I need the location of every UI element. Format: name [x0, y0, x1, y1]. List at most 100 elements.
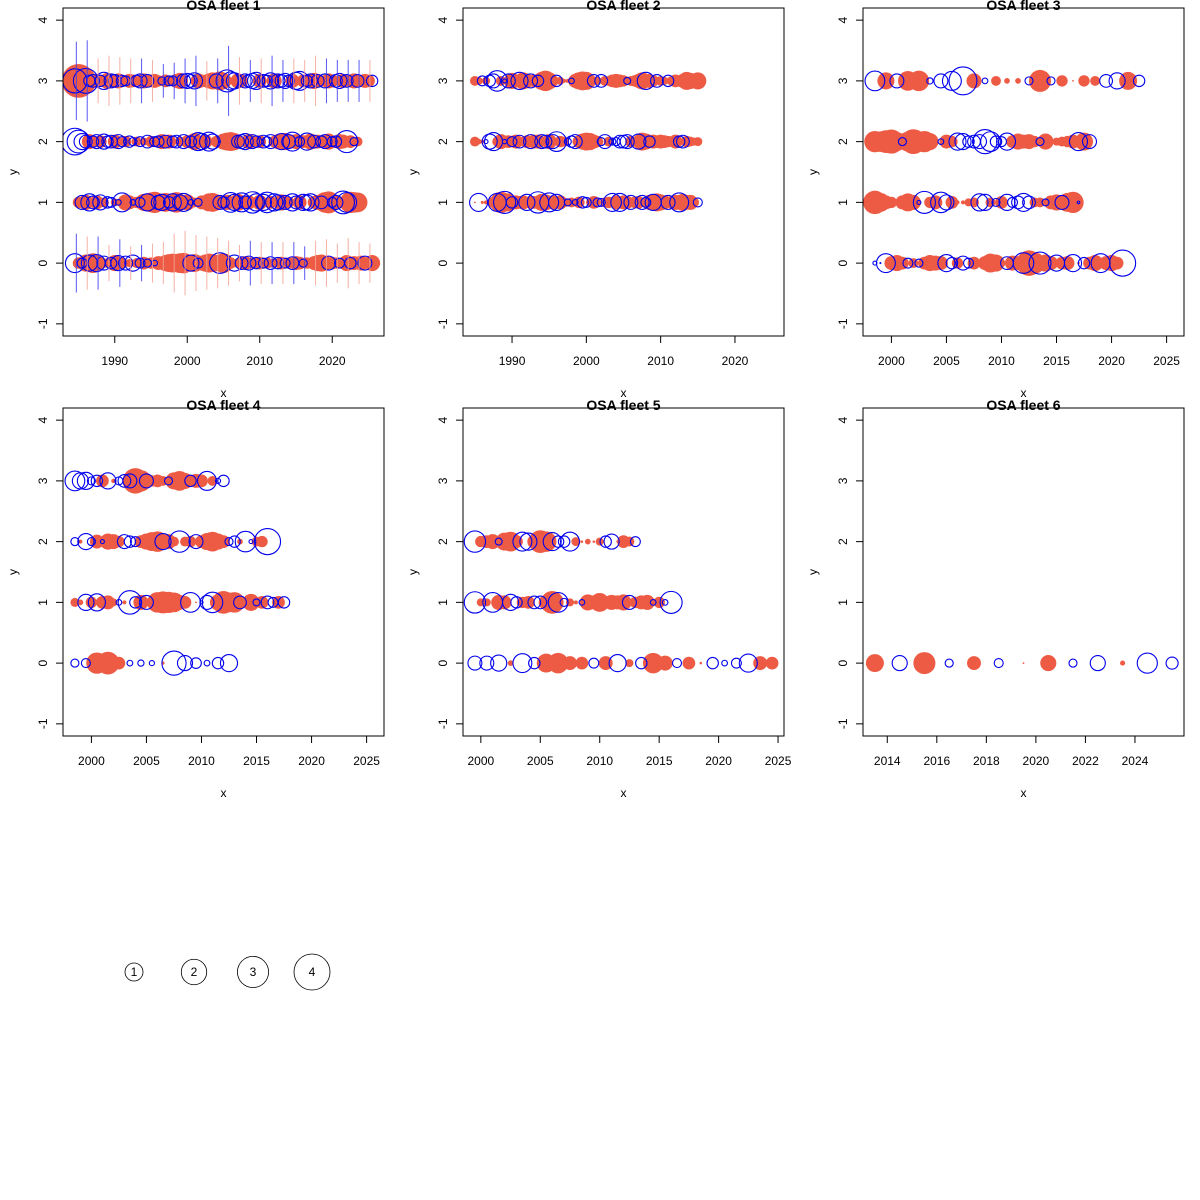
- positive-residual-bubble: [602, 192, 622, 212]
- positive-residual-bubble: [167, 75, 179, 87]
- positive-residual-bubble: [234, 530, 257, 553]
- positive-residual-bubble: [283, 193, 302, 212]
- y-tick-label: 1: [436, 599, 450, 606]
- legend-label: 2: [191, 965, 198, 979]
- negative-residual-bubble: [967, 656, 981, 671]
- negative-residual-bubble: [1110, 256, 1124, 270]
- positive-residual-bubble: [875, 253, 896, 274]
- x-tick-label: 2014: [874, 754, 901, 768]
- positive-residual-bubble: [350, 73, 365, 88]
- negative-residual-bubble: [482, 598, 491, 607]
- positive-residual-bubble: [512, 531, 533, 552]
- positive-residual-bubble: [192, 257, 204, 269]
- y-axis-label: y: [406, 169, 420, 175]
- positive-residual-bubble: [76, 471, 95, 490]
- negative-residual-bubble: [997, 259, 1006, 268]
- positive-residual-bubble: [339, 73, 354, 88]
- positive-residual-bubble: [94, 71, 113, 90]
- positive-residual-bubble: [649, 73, 664, 88]
- positive-residual-bubble: [262, 72, 280, 90]
- negative-residual-bubble: [693, 137, 703, 147]
- positive-residual-bubble: [208, 73, 224, 89]
- negative-residual-bubble: [625, 659, 634, 668]
- positive-residual-bubble: [518, 193, 536, 211]
- positive-residual-bubble: [80, 193, 99, 212]
- x-axis-label: x: [221, 786, 227, 800]
- positive-residual-bubble: [479, 655, 495, 671]
- y-axis-label: y: [806, 169, 820, 175]
- positive-residual-bubble: [116, 534, 132, 550]
- x-tick-label: 2005: [933, 354, 960, 368]
- positive-residual-bubble: [991, 197, 1001, 207]
- positive-residual-bubble: [608, 137, 617, 146]
- x-tick-label: 2010: [246, 354, 273, 368]
- positive-residual-bubble: [185, 72, 204, 90]
- negative-residual-bubble: [1015, 78, 1021, 84]
- positive-residual-bubble: [1136, 652, 1158, 674]
- negative-residual-bubble: [699, 661, 703, 665]
- positive-residual-bubble: [510, 71, 529, 90]
- negative-residual-bubble: [967, 256, 981, 270]
- plot-frame: [62, 7, 385, 337]
- positive-residual-bubble: [123, 535, 137, 548]
- negative-residual-bubble: [89, 73, 104, 88]
- positive-residual-bubble: [74, 194, 90, 210]
- negative-residual-bubble: [653, 596, 665, 609]
- panel-6: OSA fleet 6 2014 2016 2018 2020 2022 2024 -1 0 1 2…: [806, 397, 1185, 800]
- x-axis-label: x: [1021, 786, 1027, 800]
- positive-residual-bubble: [1035, 137, 1045, 147]
- positive-residual-bubble: [506, 136, 518, 148]
- negative-residual-bubble: [224, 592, 245, 613]
- positive-residual-bubble: [183, 73, 198, 88]
- x-tick-label: 2020: [1098, 354, 1125, 368]
- x-tick-label: 1990: [499, 354, 526, 368]
- positive-residual-bubble: [199, 131, 219, 152]
- negative-residual-bubble: [208, 194, 225, 211]
- negative-residual-bubble: [207, 475, 218, 486]
- negative-residual-bubble: [540, 591, 564, 614]
- positive-residual-bubble: [115, 74, 129, 88]
- negative-residual-bubble: [991, 75, 1001, 86]
- negative-residual-bubble: [347, 192, 368, 213]
- negative-residual-bubble: [933, 256, 948, 271]
- negative-residual-bubble: [563, 656, 577, 671]
- x-tick-label: 2022: [1072, 754, 1099, 768]
- negative-residual-bubble: [1120, 660, 1126, 666]
- positive-residual-bubble: [86, 195, 100, 210]
- positive-residual-bubble: [981, 77, 989, 85]
- x-axis-label: x: [621, 786, 627, 800]
- panel-title: OSA fleet 1: [186, 0, 260, 13]
- positive-residual-bubble: [912, 190, 936, 214]
- positive-residual-bubble: [930, 191, 952, 214]
- positive-residual-bubble: [619, 134, 635, 150]
- positive-residual-bubble: [1054, 194, 1070, 210]
- positive-residual-bubble: [188, 132, 208, 152]
- positive-residual-bubble: [945, 256, 959, 270]
- negative-residual-bubble: [583, 74, 597, 88]
- positive-residual-bubble: [219, 654, 239, 673]
- positive-residual-bubble: [937, 138, 945, 145]
- y-tick-label: -1: [436, 318, 450, 329]
- positive-residual-bubble: [512, 653, 533, 674]
- negative-residual-bubble: [584, 538, 591, 545]
- positive-residual-bubble: [586, 73, 601, 88]
- negative-residual-bubble: [580, 540, 584, 543]
- negative-residual-bubble: [639, 594, 655, 610]
- positive-residual-bubble: [1041, 198, 1050, 207]
- negative-residual-bubble: [130, 470, 152, 492]
- positive-residual-bubble: [270, 73, 286, 89]
- y-tick-label: 4: [36, 416, 50, 423]
- negative-residual-bubble: [668, 134, 683, 149]
- negative-residual-bubble: [624, 536, 635, 547]
- negative-residual-bubble: [1040, 655, 1057, 672]
- negative-residual-bubble: [1004, 78, 1010, 84]
- positive-residual-bubble: [1011, 195, 1025, 210]
- positive-residual-bubble: [261, 136, 273, 148]
- positive-residual-bubble: [538, 134, 553, 149]
- y-tick-label: 4: [36, 16, 50, 23]
- y-tick-label: -1: [36, 718, 50, 729]
- negative-residual-bubble: [169, 536, 179, 547]
- positive-residual-bubble: [110, 134, 126, 150]
- negative-residual-bubble: [921, 133, 939, 151]
